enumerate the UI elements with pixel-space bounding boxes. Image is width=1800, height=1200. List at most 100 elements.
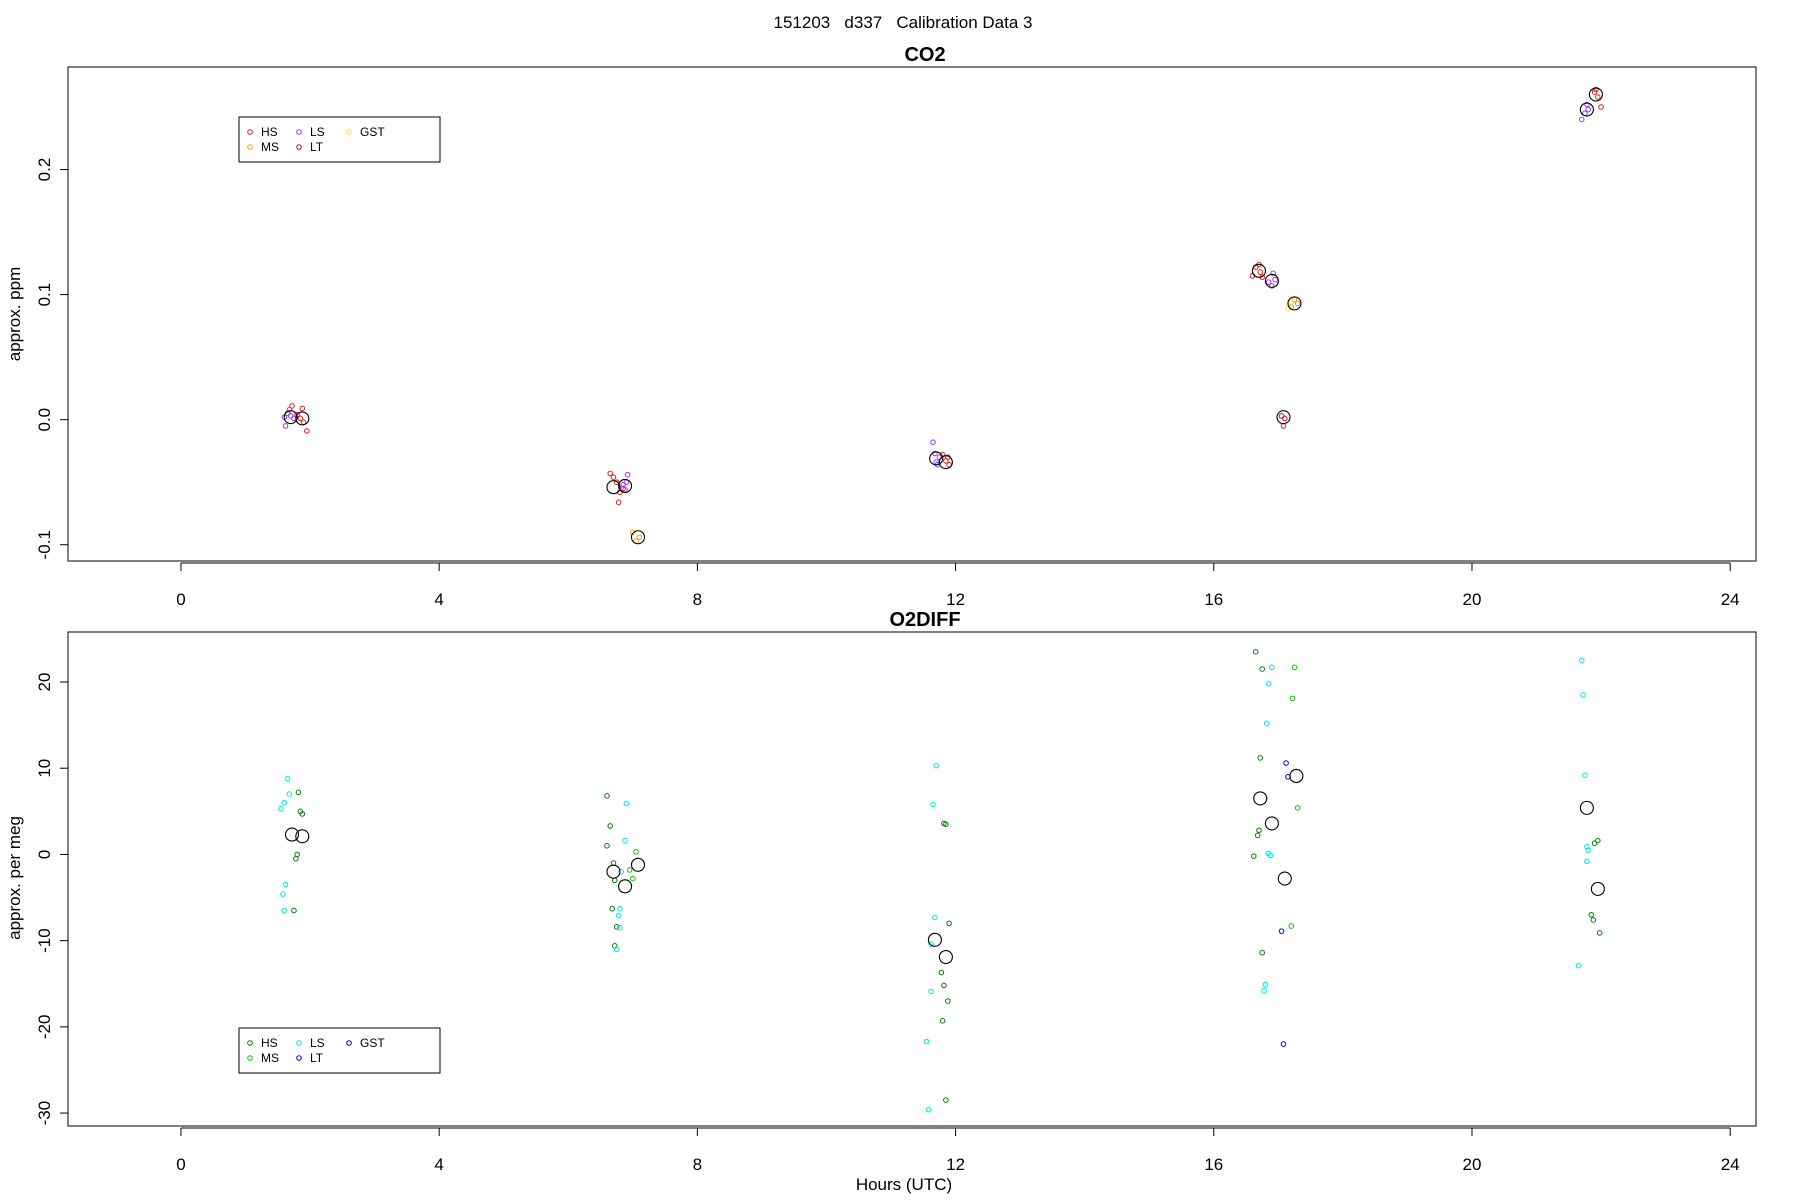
o2diff-y-tick-label: -30 (35, 1101, 54, 1126)
o2diff-point-ls (1575, 962, 1582, 969)
o2diff-point-ls (1582, 772, 1588, 778)
co2-x-tick-label: 12 (946, 590, 965, 609)
co2-legend-swatch-lt (296, 144, 302, 150)
co2-point-hs (1257, 269, 1264, 275)
co2-point-ls (624, 471, 631, 478)
o2diff-x-tick-label: 12 (946, 1155, 965, 1174)
co2-legend-label-ls: LS (310, 125, 325, 139)
o2diff-point-hs (1250, 853, 1257, 859)
o2diff-point-hs (945, 998, 951, 1004)
o2diff-y-tick-label: 0 (35, 850, 54, 859)
o2diff-point-ms (1294, 805, 1301, 811)
co2-mean-marker (630, 530, 646, 545)
co2-plot-area (281, 86, 1604, 545)
co2-point-ls (1265, 279, 1272, 285)
co2-legend-label-gst: GST (360, 125, 385, 139)
o2diff-point-ls (623, 800, 630, 807)
co2-legend-swatch-ls (296, 129, 302, 135)
o2diff-point-lt (1280, 1041, 1287, 1047)
co2-legend-swatch-ms (247, 144, 253, 150)
o2diff-mean-marker (606, 864, 621, 879)
o2diff-point-hs (1588, 911, 1595, 918)
co2-point-hs (1280, 423, 1287, 429)
co2-mean-marker (295, 411, 310, 426)
o2diff-axes: 0 4 8 12 16 20 24 -30 -20 -10 0 10 20 (35, 673, 1740, 1174)
o2diff-mean-marker (1277, 871, 1292, 886)
o2diff-point-lt (1278, 928, 1285, 934)
o2diff-point-hs (938, 969, 945, 976)
o2diff-mean-marker (295, 829, 310, 844)
o2diff-point-ls (1584, 843, 1590, 850)
o2diff-point-hs (1259, 666, 1265, 672)
o2diff-point-ls (618, 868, 624, 875)
co2-axes: 0 4 8 12 16 20 24 -0.1 0.0 0.1 0.2 (35, 158, 1740, 609)
co2-point-hs (304, 428, 310, 434)
o2diff-point-ls (928, 988, 934, 995)
co2-x-tick-label: 8 (693, 590, 702, 609)
o2diff-point-hs (1257, 755, 1264, 761)
o2diff-point-lt (1283, 760, 1289, 766)
co2-mean-marker (929, 451, 944, 466)
o2diff-mean-marker (284, 827, 300, 842)
co2-point-ls (1578, 116, 1585, 123)
o2diff-mean-marker (1289, 768, 1304, 784)
o2diff-point-ls (1263, 720, 1270, 727)
o2diff-point-ls (1585, 847, 1591, 853)
o2diff-point-ls (613, 946, 620, 953)
o2diff-plot-frame (67, 631, 1757, 1127)
o2diff-point-ls (278, 805, 284, 812)
o2diff-point-ls (286, 791, 293, 797)
o2diff-point-hs (299, 811, 306, 817)
o2diff-mean-marker (1579, 800, 1594, 815)
co2-legend-label-ms: MS (261, 140, 279, 154)
o2diff-point-ls (1262, 981, 1269, 988)
o2diff-point-hs (609, 905, 615, 912)
o2diff-point-ls (617, 905, 623, 912)
o2diff-title: O2DIFF (889, 609, 960, 631)
o2diff-point-hs (1590, 917, 1597, 923)
o2diff-mean-marker (927, 932, 942, 947)
o2diff-point-hs (604, 793, 610, 799)
co2-point-ms (1294, 300, 1301, 307)
o2diff-mean-marker (938, 949, 953, 965)
o2diff-point-ms (633, 849, 639, 855)
co2-point-hs (607, 470, 614, 477)
o2diff-legend-swatch-lt (296, 1055, 302, 1061)
o2diff-point-ls (280, 891, 286, 897)
co2-point-hs (615, 499, 622, 506)
o2diff-x-tick-label: 16 (1204, 1155, 1223, 1174)
co2-point-ls (282, 423, 289, 429)
co2-mean-marker (283, 410, 298, 425)
o2diff-point-hs (1259, 949, 1265, 956)
co2-mean-marker (1251, 263, 1267, 278)
o2diff-point-hs (1595, 837, 1601, 844)
co2-y-tick-label: -0.1 (35, 530, 54, 559)
o2diff-legend-label-gst: GST (360, 1036, 385, 1050)
co2-plot-frame (67, 66, 1757, 562)
co2-y-tick-label: 0.0 (35, 408, 54, 432)
o2diff-point-hs (941, 820, 947, 827)
o2diff-point-hs (1596, 930, 1603, 936)
co2-x-tick-label: 24 (1721, 590, 1740, 609)
co2-point-hs (1593, 86, 1599, 93)
co2-point-ms (636, 534, 643, 541)
co2-point-ls (1272, 276, 1278, 283)
co2-legend-label-hs: HS (261, 125, 278, 139)
co2-point-ls (1584, 101, 1590, 108)
co2-y-axis-label: approx. ppm (5, 267, 24, 362)
o2diff-point-hs (939, 1018, 946, 1024)
co2-point-ls (930, 439, 936, 445)
o2diff-point-hs (607, 823, 614, 829)
co2-point-gst (1288, 299, 1295, 305)
co2-mean-marker (938, 455, 953, 470)
o2diff-y-axis-label: approx. per meg (5, 816, 24, 940)
o2diff-point-ls (932, 914, 938, 921)
o2diff-legend-swatch-hs (247, 1040, 253, 1046)
o2diff-point-hs (1256, 827, 1262, 834)
co2-x-tick-label: 0 (176, 590, 185, 609)
co2-x-tick-label: 16 (1204, 590, 1223, 609)
o2diff-plot-area (278, 649, 1605, 1113)
o2diff-legend-swatch-ms (247, 1055, 253, 1061)
o2diff-x-tick-label: 4 (434, 1155, 443, 1174)
